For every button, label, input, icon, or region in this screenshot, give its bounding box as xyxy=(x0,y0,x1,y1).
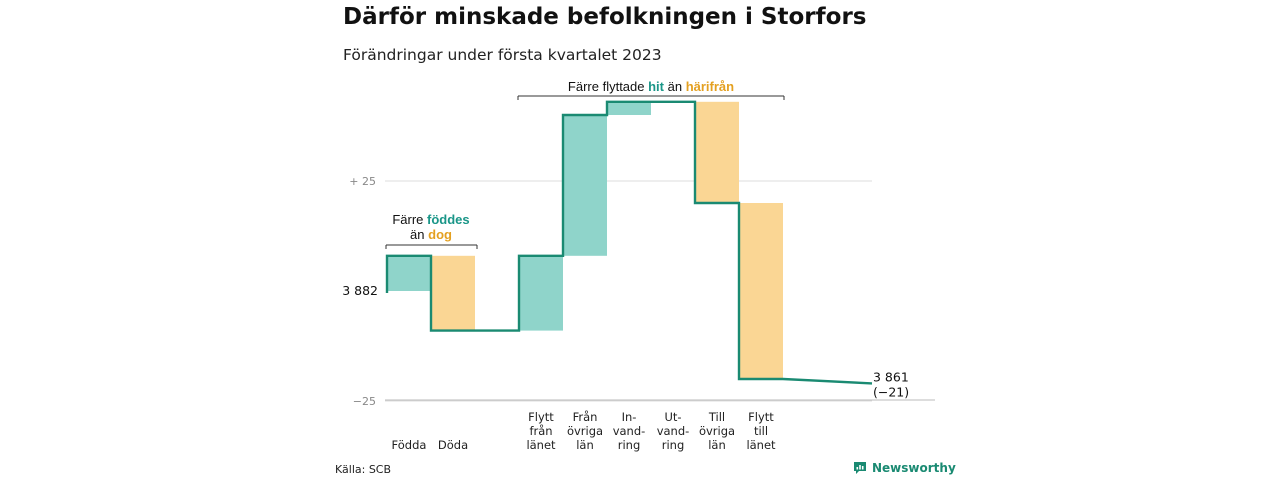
category-label-6: Till övriga län xyxy=(699,410,735,452)
bar-7 xyxy=(739,203,783,379)
bar-3 xyxy=(563,115,607,256)
chart-title: Därför minskade befolkningen i Storfors xyxy=(343,4,867,30)
category-label-2: Flytt från länet xyxy=(526,410,556,452)
y-tick-label-0: + 25 xyxy=(349,175,376,188)
end-value-label: 3 861 xyxy=(873,369,909,384)
category-label-line: Flytt xyxy=(528,410,554,424)
category-label-line: vand- xyxy=(657,424,690,438)
annotation-part: än xyxy=(410,227,428,242)
start-value-label: 3 882 xyxy=(342,283,378,298)
category-label-line: Till xyxy=(708,410,725,424)
end-change-label: (−21) xyxy=(873,384,909,399)
annotation-part: Färre xyxy=(392,212,427,227)
chart-subtitle: Förändringar under första kvartalet 2023 xyxy=(343,46,662,64)
brand-logo: Newsworthy xyxy=(853,461,956,475)
category-label-1: Döda xyxy=(438,438,468,452)
bar-0 xyxy=(387,255,431,291)
category-label-line: län xyxy=(576,438,594,452)
cumulative-step-line xyxy=(385,100,873,385)
category-label-line: ring xyxy=(618,438,641,452)
category-label-line: Födda xyxy=(392,438,427,452)
bar-6 xyxy=(695,101,739,203)
category-label-line: till xyxy=(754,424,768,438)
category-label-line: länet xyxy=(526,438,556,452)
bar-1 xyxy=(431,255,475,331)
category-label-line: Döda xyxy=(438,438,468,452)
category-label-4: In-vand-ring xyxy=(613,410,646,452)
category-label-line: Flytt xyxy=(748,410,774,424)
annotation-part: dog xyxy=(428,227,452,242)
category-label-line: övriga xyxy=(567,424,603,438)
source-note: Källa: SCB xyxy=(335,463,392,476)
y-tick-label-1: −25 xyxy=(353,395,376,408)
category-label-line: från xyxy=(529,424,552,438)
newsworthy-logo-icon xyxy=(854,462,866,474)
annotation-part: hit xyxy=(648,79,665,94)
category-label-7: Flytt till länet xyxy=(746,410,776,452)
bar-2 xyxy=(519,255,563,331)
annotation-part: Färre flyttade xyxy=(568,79,648,94)
category-label-0: Födda xyxy=(392,438,427,452)
category-label-line: länet xyxy=(746,438,776,452)
annotation-part: föddes xyxy=(427,212,470,227)
category-label-line: Ut- xyxy=(664,410,681,424)
annotation-part: än xyxy=(664,79,686,94)
category-label-line: Från xyxy=(573,410,598,424)
category-label-line: vand- xyxy=(613,424,646,438)
category-label-3: Från övriga län xyxy=(567,410,603,452)
category-label-5: Ut-vand-ring xyxy=(657,410,690,452)
category-label-line: In- xyxy=(622,410,637,424)
bar-4 xyxy=(607,101,651,115)
brand-name: Newsworthy xyxy=(872,461,956,475)
category-label-line: övriga xyxy=(699,424,735,438)
annotation-part: härifrån xyxy=(686,79,734,94)
category-label-line: län xyxy=(708,438,726,452)
annotation-births-line2: än dog xyxy=(410,227,452,242)
annotation-births-line1: Färre föddes xyxy=(392,212,469,227)
annotation-migration-line1: Färre flyttade hit än härifrån xyxy=(568,79,734,94)
category-label-line: ring xyxy=(662,438,685,452)
